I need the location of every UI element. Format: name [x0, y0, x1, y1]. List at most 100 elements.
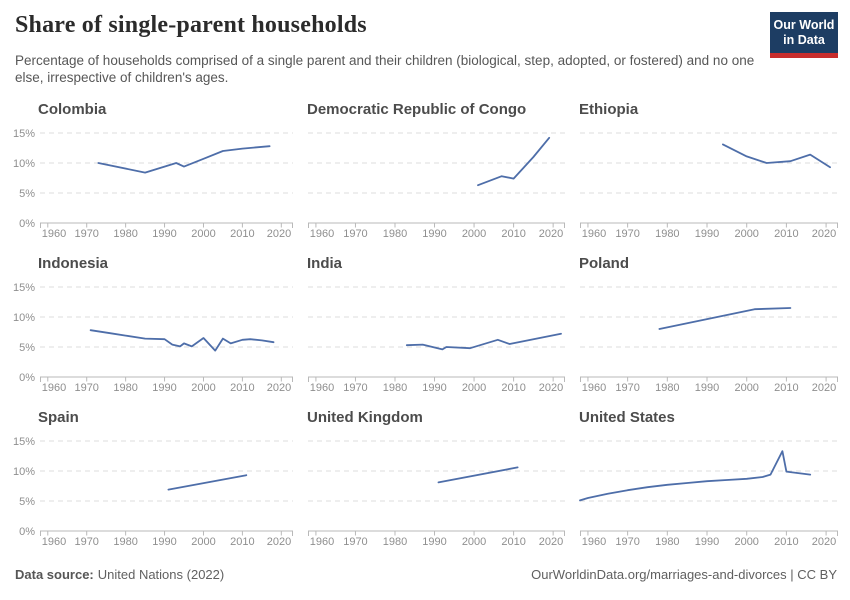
- x-tick-label: 1970: [615, 228, 639, 240]
- x-tick-label: 1990: [152, 536, 176, 548]
- chart-canvas: 1960 1970 1980 1990 2000 2010 2020: [580, 132, 838, 240]
- chart-title: Spain: [38, 409, 79, 426]
- chart-plot-area: 1960 1970 1980 1990 2000 2010 2020: [572, 123, 838, 243]
- x-tick-label: 1960: [582, 536, 606, 548]
- y-tick-label: 10%: [13, 466, 35, 478]
- x-tick-label: 1990: [152, 228, 176, 240]
- x-tick-label: 2010: [501, 382, 525, 394]
- x-tick-label: 1960: [42, 536, 66, 548]
- chart-plot-area: 1960 1970 1980 1990 2000 2010 2020: [300, 123, 565, 243]
- y-tick-label: 0%: [19, 372, 35, 384]
- chart-cell-indonesia: Indonesia 1960 1970 1980 1990 2000 2010 2020 0%…: [8, 254, 293, 400]
- x-tick-label: 1960: [310, 536, 334, 548]
- x-tick-label: 1980: [113, 536, 137, 548]
- x-tick-label: 1970: [74, 228, 98, 240]
- x-tick-label: 1970: [74, 382, 98, 394]
- x-tick-label: 1980: [113, 228, 137, 240]
- y-tick-label: 15%: [13, 282, 35, 294]
- chart-footer: Data source: United Nations (2022) OurWor…: [15, 567, 837, 582]
- chart-cell-colombia: Colombia 1960 1970 1980 1990 2000 2010 2020 0% 5…: [8, 100, 293, 246]
- chart-title: Ethiopia: [579, 101, 639, 118]
- trend-line: [167, 474, 248, 491]
- chart-plot-area: 1960 1970 1980 1990 2000 2010 2020: [300, 277, 565, 397]
- x-tick-label: 1970: [343, 382, 367, 394]
- x-tick-label: 2000: [191, 382, 215, 394]
- page-title: Share of single-parent households: [15, 12, 367, 38]
- chart-canvas: 1960 1970 1980 1990 2000 2010 2020: [580, 286, 838, 394]
- x-tick-label: 1960: [582, 382, 606, 394]
- x-tick-label: 2010: [230, 228, 254, 240]
- x-tick-label: 2000: [462, 536, 486, 548]
- x-tick-label: 1990: [422, 382, 446, 394]
- chart-title: Colombia: [38, 101, 107, 118]
- chart-title: Poland: [579, 255, 630, 272]
- y-tick-label: 0%: [19, 218, 35, 230]
- x-tick-label: 1970: [615, 382, 639, 394]
- x-tick-label: 2020: [539, 382, 563, 394]
- trend-line: [658, 307, 792, 330]
- x-tick-label: 2000: [191, 536, 215, 548]
- y-tick-label: 5%: [19, 188, 35, 200]
- chart-canvas: 1960 1970 1980 1990 2000 2010 2020: [308, 132, 565, 240]
- y-tick-label: 15%: [13, 128, 35, 140]
- x-tick-label: 2020: [812, 536, 836, 548]
- y-tick-label: 0%: [19, 526, 35, 538]
- x-tick-label: 1980: [113, 382, 137, 394]
- trend-line: [405, 332, 562, 351]
- chart-cell-united-kingdom: United Kingdom 1960 1970 1980 1990 2000 2010 2…: [300, 408, 565, 554]
- chart-plot-area: 1960 1970 1980 1990 2000 2010 2020 0% 5% 10% 15%: [8, 431, 293, 551]
- x-tick-label: 2020: [267, 228, 291, 240]
- y-tick-label: 5%: [19, 496, 35, 508]
- chart-canvas: 1960 1970 1980 1990 2000 2010 2020 0% 5% 10% 15%: [13, 436, 293, 548]
- x-tick-label: 2020: [812, 228, 836, 240]
- x-tick-label: 1980: [383, 382, 407, 394]
- logo-text-line1: Our World: [773, 18, 835, 32]
- x-tick-label: 1970: [74, 536, 98, 548]
- x-tick-label: 1960: [42, 228, 66, 240]
- trend-line: [89, 329, 275, 352]
- owid-logo[interactable]: Our World in Data: [770, 12, 838, 58]
- x-tick-label: 1960: [310, 382, 334, 394]
- x-tick-label: 2010: [230, 536, 254, 548]
- chart-cell-democratic-republic-of-congo: Democratic Republic of Congo 1960 1970 198…: [300, 100, 565, 246]
- x-tick-label: 2000: [191, 228, 215, 240]
- chart-canvas: 1960 1970 1980 1990 2000 2010 2020 0% 5% 10% 15%: [13, 282, 293, 394]
- x-tick-label: 2000: [734, 228, 758, 240]
- chart-canvas: 1960 1970 1980 1990 2000 2010 2020: [579, 440, 838, 548]
- page-subtitle: Percentage of households comprised of a …: [15, 53, 755, 85]
- y-tick-label: 10%: [13, 312, 35, 324]
- trend-line: [437, 466, 519, 484]
- chart-canvas: 1960 1970 1980 1990 2000 2010 2020 0% 5% 10% 15%: [13, 128, 293, 240]
- chart-title: United States: [579, 409, 675, 426]
- chart-cell-united-states: United States 1960 1970 1980 1990 2000 2010 20…: [572, 408, 838, 554]
- trend-line: [97, 145, 271, 174]
- x-tick-label: 1980: [655, 382, 679, 394]
- x-tick-label: 1990: [152, 382, 176, 394]
- x-tick-label: 2010: [774, 536, 798, 548]
- x-tick-label: 2020: [539, 228, 563, 240]
- credit-link[interactable]: OurWorldinData.org/marriages-and-divorce…: [531, 567, 837, 582]
- chart-plot-area: 1960 1970 1980 1990 2000 2010 2020 0% 5% 10% 15%: [8, 123, 293, 243]
- x-tick-label: 2020: [267, 536, 291, 548]
- trend-line: [722, 143, 831, 169]
- chart-canvas: 1960 1970 1980 1990 2000 2010 2020: [308, 440, 565, 548]
- chart-plot-area: 1960 1970 1980 1990 2000 2010 2020: [572, 277, 838, 397]
- x-tick-label: 1990: [422, 536, 446, 548]
- x-tick-label: 2010: [230, 382, 254, 394]
- x-tick-label: 1980: [655, 228, 679, 240]
- chart-title: Democratic Republic of Congo: [307, 101, 527, 118]
- x-tick-label: 2010: [774, 382, 798, 394]
- chart-canvas: 1960 1970 1980 1990 2000 2010 2020: [308, 286, 565, 394]
- chart-cell-ethiopia: Ethiopia 1960 1970 1980 1990 2000 2010 2020: [572, 100, 838, 246]
- chart-title: India: [307, 255, 343, 272]
- x-tick-label: 1970: [343, 228, 367, 240]
- x-tick-label: 2000: [734, 536, 758, 548]
- x-tick-label: 2010: [774, 228, 798, 240]
- x-tick-label: 1980: [383, 228, 407, 240]
- x-tick-label: 1990: [695, 536, 719, 548]
- chart-plot-area: 1960 1970 1980 1990 2000 2010 2020: [300, 431, 565, 551]
- x-tick-label: 1970: [343, 536, 367, 548]
- chart-cell-spain: Spain 1960 1970 1980 1990 2000 2010 2020 0% 5% 10…: [8, 408, 293, 554]
- trend-line: [477, 136, 551, 187]
